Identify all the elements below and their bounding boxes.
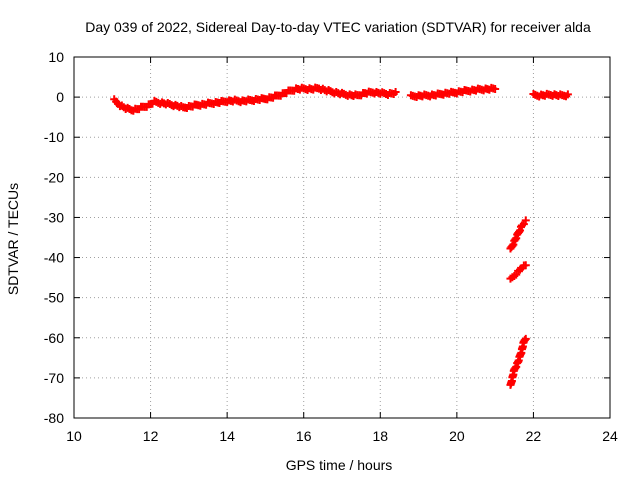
- series-mid-track: [406, 83, 500, 102]
- x-axis: 10 12 14 16 18 20 22 24: [66, 57, 618, 444]
- y-tick-label: -60: [44, 330, 64, 346]
- plot-area: [73, 56, 611, 419]
- x-tick-label: 16: [296, 428, 312, 444]
- series-drop-lower: [506, 334, 530, 389]
- data-layer: [110, 83, 572, 389]
- y-tick-label: -50: [44, 290, 64, 306]
- data-point: [391, 88, 400, 97]
- y-axis-label: SDTVAR / TECUs: [5, 183, 21, 295]
- y-tick-label: -30: [44, 209, 64, 225]
- x-tick-label: 10: [66, 428, 82, 444]
- data-point: [563, 90, 572, 99]
- data-point: [521, 216, 530, 225]
- y-tick-label: -10: [44, 129, 64, 145]
- chart-title: Day 039 of 2022, Sidereal Day-to-day VTE…: [85, 19, 591, 35]
- data-point: [521, 261, 530, 270]
- x-axis-label: GPS time / hours: [286, 457, 393, 473]
- x-tick-label: 12: [143, 428, 159, 444]
- x-tick-label: 14: [219, 428, 235, 444]
- data-point: [491, 85, 500, 94]
- x-tick-label: 24: [602, 428, 618, 444]
- x-tick-label: 22: [526, 428, 542, 444]
- y-tick-label: -80: [44, 410, 64, 426]
- y-tick-label: -20: [44, 169, 64, 185]
- grid-layer: [74, 57, 610, 418]
- series-late-track: [529, 89, 572, 101]
- plot-frame: [73, 56, 611, 419]
- series-main-track: [110, 83, 400, 115]
- y-tick-label: 0: [56, 89, 64, 105]
- x-tick-label: 18: [372, 428, 388, 444]
- y-axis: 10 0 -10 -20 -30 -40 -50 -60 -70 -80: [44, 49, 610, 426]
- series-drop-middle: [506, 261, 530, 283]
- x-tick-label: 20: [449, 428, 465, 444]
- y-tick-label: 10: [48, 49, 64, 65]
- y-tick-label: -40: [44, 250, 64, 266]
- series-drop-upper: [506, 216, 530, 253]
- y-tick-label: -70: [44, 370, 64, 386]
- data-point: [521, 334, 530, 343]
